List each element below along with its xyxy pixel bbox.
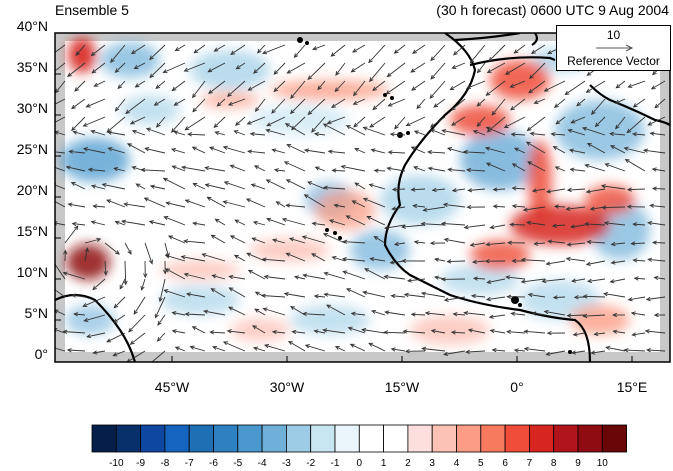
colorbar-swatch — [188, 424, 214, 453]
colorbar-label: -10 — [109, 458, 124, 469]
colorbar-label: 3 — [429, 458, 435, 469]
colorbar-swatch — [334, 424, 360, 453]
lat-label-10n: 10°N — [16, 264, 48, 280]
plot-title-left: Ensemble 5 — [55, 2, 129, 18]
colorbar-label: 0 — [356, 458, 363, 469]
lon-label-15w: 15°W — [384, 379, 420, 395]
map-panel — [55, 33, 670, 362]
coast-mediterranean-south — [469, 56, 556, 67]
lat-label-25n: 25°N — [16, 141, 48, 157]
lat-label-5n: 5°N — [24, 305, 49, 321]
coast-south-america — [55, 293, 137, 362]
colorbar-swatch — [601, 424, 627, 453]
colorbar-label: 9 — [575, 458, 581, 469]
colorbar-label: 5 — [478, 458, 484, 469]
colorbar-swatch — [140, 424, 166, 453]
colorbar-label: -7 — [184, 458, 194, 469]
colorbar-label: -6 — [209, 458, 218, 469]
lon-label-0: 0° — [510, 379, 524, 395]
colorbar-label: -5 — [233, 458, 243, 469]
colorbar-label: 7 — [526, 458, 533, 469]
colorbar-swatch — [577, 424, 603, 453]
reference-vector-label: Reference Vector — [567, 54, 660, 68]
colorbar-label: 6 — [502, 458, 508, 469]
colorbar-label: -9 — [136, 458, 146, 469]
colorbar-label: 1 — [380, 458, 387, 469]
reference-arrow-icon — [596, 44, 634, 52]
lat-label-0: 0° — [34, 346, 48, 362]
colorbar — [91, 424, 627, 453]
reference-vector-box: 10 Reference Vector — [556, 25, 671, 71]
colorbar-swatch — [237, 424, 263, 453]
lat-label-20n: 20°N — [16, 182, 48, 198]
lon-label-30w: 30°W — [269, 379, 305, 395]
axis-ticks — [55, 32, 633, 362]
colorbar-swatch — [285, 424, 312, 453]
islands — [297, 37, 572, 354]
colorbar-label: -3 — [281, 458, 291, 469]
colorbar-swatch — [480, 424, 506, 453]
reference-vector-magnitude: 10 — [606, 28, 621, 42]
colorbar-swatch — [213, 424, 239, 453]
colorbar-label: 8 — [550, 458, 557, 469]
colorbar-label: -2 — [306, 458, 316, 469]
colorbar-swatch — [115, 424, 142, 453]
colorbar-swatch — [261, 424, 287, 453]
coast-italy — [531, 33, 539, 46]
lat-label-40n: 40°N — [16, 18, 48, 34]
plot-title-right: (30 h forecast) 0600 UTC 9 Aug 2004 — [436, 2, 669, 18]
colorbar-label: -1 — [330, 458, 340, 469]
colorbar-label: 4 — [453, 458, 460, 469]
field-shading — [60, 37, 650, 345]
colorbar-label: 10 — [596, 458, 608, 469]
lon-label-15e: 15°E — [616, 379, 648, 395]
missing-data-right — [660, 33, 670, 362]
colorbar-swatch — [456, 424, 482, 453]
colorbar-swatch — [553, 424, 579, 453]
colorbar-swatch — [504, 424, 530, 453]
missing-data-top — [55, 33, 670, 41]
lat-label-35n: 35°N — [16, 59, 48, 75]
colorbar-swatch — [383, 424, 409, 453]
lat-label-15n: 15°N — [16, 223, 48, 239]
colorbar-label: 2 — [405, 458, 411, 469]
colorbar-swatch — [310, 424, 336, 453]
coast-iberia — [454, 33, 521, 42]
colorbar-swatch — [407, 424, 433, 453]
colorbar-label: -4 — [257, 458, 267, 469]
colorbar-swatch — [529, 424, 555, 453]
lat-label-30n: 30°N — [16, 100, 48, 116]
colorbar-label: -8 — [160, 458, 170, 469]
colorbar-swatch — [358, 424, 384, 453]
colorbar-swatch — [431, 424, 457, 453]
colorbar-swatch — [91, 424, 117, 453]
colorbar-swatch — [164, 424, 190, 453]
coast-east-med — [589, 84, 670, 126]
missing-data-bottom — [55, 352, 670, 362]
lon-label-45w: 45°W — [154, 379, 190, 395]
